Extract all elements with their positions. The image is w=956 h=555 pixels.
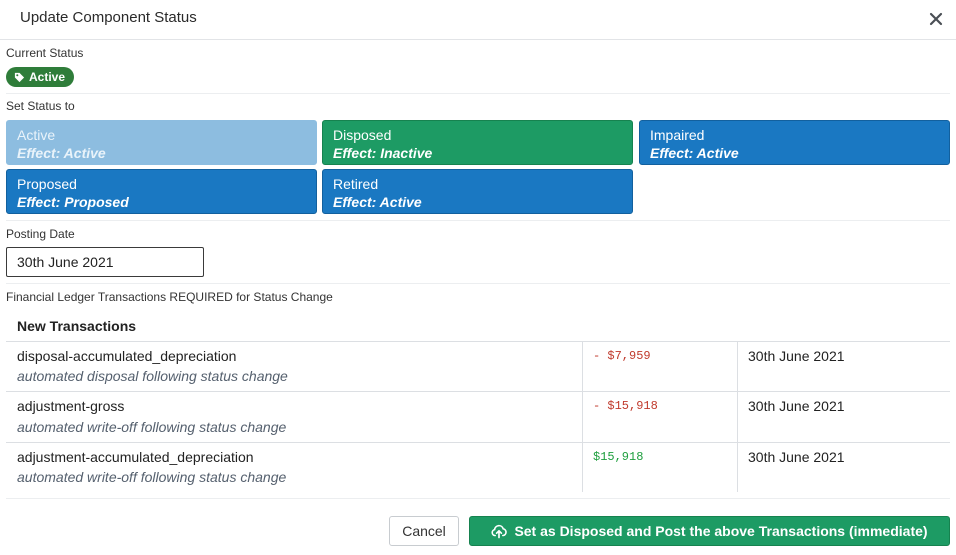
transaction-description: automated write-off following status cha… [17, 469, 287, 485]
transaction-date: 30th June 2021 [748, 449, 845, 465]
status-option-effect: Effect: Active [333, 194, 422, 210]
cancel-button[interactable]: Cancel [389, 516, 459, 546]
status-badge-text: Active [29, 70, 66, 84]
post-button-label: Set as Disposed and Post the above Trans… [514, 523, 928, 539]
transaction-name: adjustment-gross [17, 398, 125, 414]
column-divider [737, 341, 738, 492]
divider [6, 283, 950, 284]
set-status-label: Set Status to [6, 99, 75, 113]
status-option-disposed[interactable]: Disposed Effect: Inactive [322, 120, 633, 165]
table-row-border [6, 442, 950, 443]
divider [6, 93, 950, 94]
status-option-name: Impaired [650, 127, 705, 143]
status-option-proposed[interactable]: Proposed Effect: Proposed [6, 169, 317, 214]
status-badge: Active [6, 67, 75, 87]
dialog-title: Update Component Status [20, 9, 197, 26]
transaction-date: 30th June 2021 [748, 348, 845, 364]
transaction-amount: - $7,959 [593, 349, 651, 363]
post-transactions-button[interactable]: Set as Disposed and Post the above Trans… [469, 516, 950, 546]
status-option-effect: Effect: Inactive [333, 145, 433, 161]
transaction-description: automated write-off following status cha… [17, 419, 287, 435]
transaction-name: adjustment-accumulated_depreciation [17, 449, 254, 465]
posting-date-input[interactable] [6, 247, 204, 277]
status-option-effect: Effect: Active [17, 145, 106, 161]
transaction-date: 30th June 2021 [748, 398, 845, 414]
current-status-label: Current Status [6, 46, 84, 60]
transaction-name: disposal-accumulated_depreciation [17, 348, 237, 364]
transaction-description: automated disposal following status chan… [17, 368, 288, 384]
divider [6, 498, 950, 499]
table-row-border [6, 391, 950, 392]
status-option-name: Disposed [333, 127, 392, 143]
status-option-name: Retired [333, 176, 379, 192]
status-option-name: Active [17, 127, 56, 143]
posting-date-label: Posting Date [6, 227, 75, 241]
status-option-impaired[interactable]: Impaired Effect: Active [639, 120, 950, 165]
cloud-upload-icon [491, 524, 508, 539]
status-option-effect: Effect: Active [650, 145, 739, 161]
transaction-amount: - $15,918 [593, 399, 658, 413]
status-option-name: Proposed [17, 176, 77, 192]
divider [6, 220, 950, 221]
ledger-label: Financial Ledger Transactions REQUIRED f… [6, 290, 333, 304]
dialog-header: Update Component Status [0, 0, 956, 40]
status-option-effect: Effect: Proposed [17, 194, 129, 210]
table-row-border [6, 341, 950, 342]
transaction-amount: $15,918 [593, 450, 644, 464]
column-divider [582, 341, 583, 492]
tag-icon [14, 72, 25, 82]
new-transactions-title: New Transactions [17, 318, 137, 334]
status-option-retired[interactable]: Retired Effect: Active [322, 169, 633, 214]
close-icon[interactable] [927, 10, 945, 28]
status-option-active[interactable]: Active Effect: Active [6, 120, 317, 165]
